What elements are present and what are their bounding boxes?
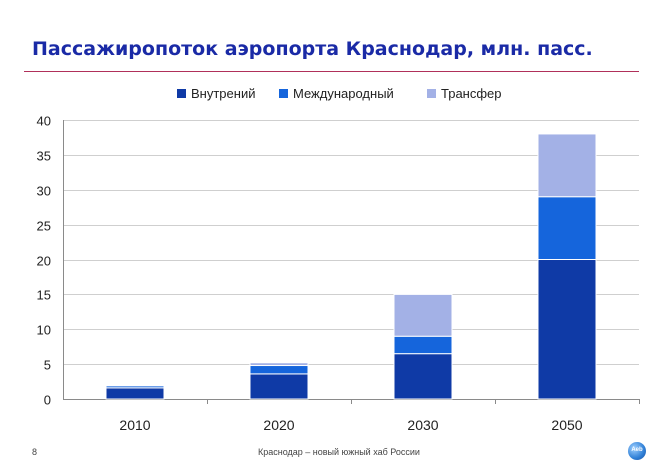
- legend-label: Внутрений: [191, 86, 255, 101]
- stacked-bar-chart: 0 5 10 15 20 25 30 35 40 2010 2020 2030 2050 Внутрени…: [37, 86, 640, 433]
- bar-segment: [537, 196, 597, 261]
- bar-segment: [105, 384, 165, 387]
- y-tick-label: 20: [37, 254, 51, 269]
- bar-segment: [249, 365, 309, 375]
- bar-segment: [249, 362, 309, 367]
- y-tick-label: 0: [44, 393, 51, 408]
- bar-segment: [393, 353, 453, 400]
- slide-title: Пассажиропоток аэропорта Краснодар, млн.…: [32, 38, 593, 60]
- company-logo: Aeb: [628, 442, 646, 460]
- y-tick-label: 30: [37, 184, 51, 199]
- x-tick-label: 2050: [551, 417, 582, 433]
- bar-segment: [393, 293, 453, 337]
- y-tick-label: 40: [37, 114, 51, 129]
- x-tick-label: 2020: [263, 417, 294, 433]
- x-tick-label: 2010: [119, 417, 150, 433]
- legend-swatch: [279, 89, 288, 98]
- bar-segment: [393, 335, 453, 355]
- y-tick-label: 10: [37, 323, 51, 338]
- legend-swatch: [177, 89, 186, 98]
- footer-caption: Краснодар – новый южный хаб России: [258, 447, 420, 457]
- legend-swatch: [427, 89, 436, 98]
- page-number: 8: [32, 447, 38, 457]
- bar-segment: [105, 387, 165, 400]
- y-tick-label: 15: [37, 288, 51, 303]
- title-divider: [24, 71, 639, 72]
- bar-segment: [537, 133, 597, 198]
- bar-segment: [249, 373, 309, 400]
- bar-segment: [537, 259, 597, 400]
- legend-label: Трансфер: [441, 86, 502, 101]
- y-tick-label: 35: [37, 149, 51, 164]
- logo-text: Aeb: [631, 447, 643, 453]
- y-tick-label: 25: [37, 219, 51, 234]
- x-tick-label: 2030: [407, 417, 438, 433]
- y-tick-label: 5: [44, 358, 51, 373]
- legend-label: Международный: [293, 86, 394, 101]
